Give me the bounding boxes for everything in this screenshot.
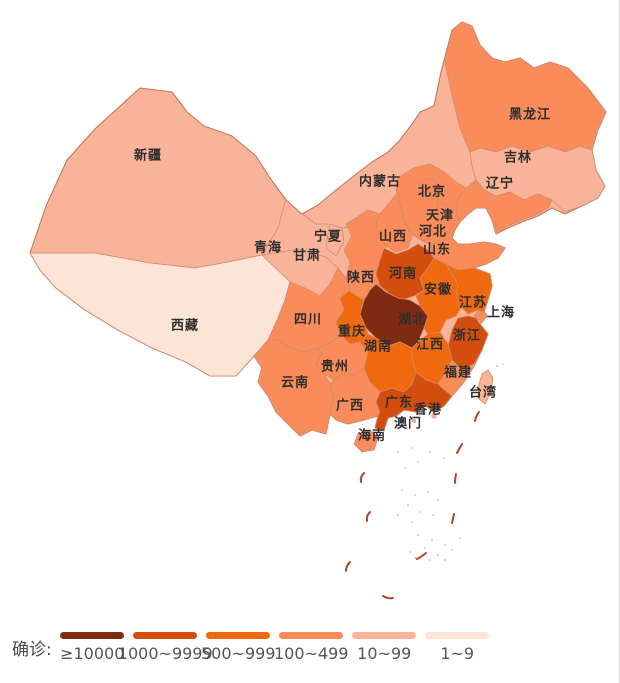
province-label-henan: 河南 — [388, 266, 418, 282]
province-label-guangdong: 广东 — [384, 395, 414, 411]
border-xinjiang-east — [261, 197, 287, 256]
legend-item-2: 500~999 — [201, 624, 276, 663]
legend-label-2: 500~999 — [201, 644, 276, 663]
province-label-gansu: 甘肃 — [292, 248, 322, 264]
province-shape-zhejiang[interactable] — [447, 315, 489, 371]
legend-swatch-4 — [352, 632, 417, 639]
province-label-shanxi: 山西 — [378, 229, 408, 245]
province-label-shandong: 山东 — [422, 242, 452, 258]
province-label-hebei: 河北 — [418, 224, 448, 240]
province-label-chongqing: 重庆 — [337, 324, 367, 340]
province-label-hubei: 湖北 — [397, 312, 427, 328]
province-label-aomen: 澳门 — [393, 416, 423, 432]
province-shape-hainan[interactable] — [353, 429, 379, 453]
border-neimenggu-gansu — [301, 213, 328, 225]
province-label-xinjiang: 新疆 — [133, 148, 163, 164]
province-shape-beijing[interactable] — [417, 177, 441, 199]
province-label-fujian: 福建 — [443, 365, 473, 381]
province-label-ningxia: 宁夏 — [313, 229, 343, 245]
legend-title: 确诊: — [12, 640, 52, 660]
province-label-qinghai: 青海 — [253, 240, 283, 256]
province-shape-tianjin[interactable] — [435, 201, 455, 235]
legend-item-3: 100~499 — [274, 624, 349, 663]
legend-item-0: ≥10000 — [56, 624, 129, 663]
province-label-taiwan: 台湾 — [468, 385, 498, 401]
province-label-hainan: 海南 — [357, 428, 387, 444]
province-label-xizang: 西藏 — [170, 318, 200, 334]
province-label-jiangsu: 江苏 — [458, 295, 488, 311]
province-shape-xianggang[interactable] — [431, 413, 437, 419]
province-label-jiangxi: 江西 — [415, 337, 445, 353]
province-shape-aomen[interactable] — [412, 419, 416, 423]
legend-items: ≥10000 1000~9999 500~999 100~499 10~99 1~9 — [56, 624, 494, 663]
province-label-jilin: 吉林 — [503, 150, 533, 166]
province-shape-ningxia[interactable] — [325, 223, 345, 257]
province-label-heilongjiang: 黑龙江 — [508, 107, 552, 123]
china-map-canvas — [29, 21, 607, 600]
province-label-anhui: 安徽 — [423, 282, 453, 298]
province-label-hunan: 湖南 — [363, 339, 393, 355]
legend-label-1: 1000~9999 — [117, 644, 213, 663]
legend-swatch-0 — [60, 632, 125, 639]
legend-label-4: 10~99 — [357, 644, 412, 663]
province-label-guizhou: 贵州 — [320, 359, 350, 375]
legend-label-0: ≥10000 — [60, 644, 125, 663]
province-label-guangxi: 广西 — [335, 398, 365, 414]
province-shape-shanghai[interactable] — [473, 309, 488, 323]
province-label-neimenggu: 内蒙古 — [358, 174, 402, 190]
legend-swatch-3 — [279, 632, 344, 639]
province-label-sichuan: 四川 — [293, 312, 323, 328]
border-qinghai-gansu — [261, 248, 339, 269]
nine-dash-line — [345, 411, 480, 600]
legend-swatch-5 — [425, 632, 490, 639]
province-shape-taiwan[interactable] — [477, 369, 494, 405]
legend-swatch-1 — [133, 632, 198, 639]
province-shape-yunnan[interactable] — [253, 339, 335, 437]
province-label-yunnan: 云南 — [280, 375, 310, 391]
province-shape-xizang[interactable] — [29, 252, 291, 377]
province-label-shaanxi: 陕西 — [346, 270, 376, 286]
province-shape-guangdong[interactable] — [374, 371, 453, 431]
province-label-xianggang: 香港 — [413, 402, 443, 418]
province-label-liaoning: 辽宁 — [485, 176, 515, 192]
legend-label-5: 1~9 — [440, 644, 475, 663]
legend-label-3: 100~499 — [274, 644, 349, 663]
legend-swatch-2 — [206, 632, 271, 639]
province-shape-heilongjiang[interactable] — [444, 21, 607, 153]
legend: 确诊: ≥10000 1000~9999 500~999 100~499 10~99 1~… — [12, 624, 494, 663]
province-label-beijing: 北京 — [417, 184, 447, 200]
province-label-shanghai: 上海 — [486, 305, 516, 321]
legend-item-4: 10~99 — [348, 624, 421, 663]
legend-item-1: 1000~9999 — [118, 624, 213, 663]
province-label-tianjin: 天津 — [425, 208, 455, 224]
island-dots — [397, 363, 504, 561]
province-label-zhejiang: 浙江 — [452, 328, 482, 344]
legend-item-5: 1~9 — [421, 624, 494, 663]
